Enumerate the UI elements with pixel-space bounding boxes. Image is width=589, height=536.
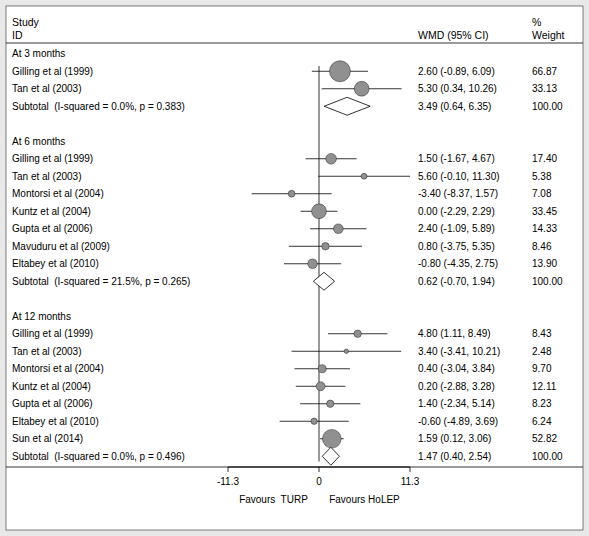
- group-label: At 3 months: [12, 48, 65, 59]
- weight-text: 100.00: [532, 451, 563, 462]
- x-label-left: Favours TURP: [239, 494, 308, 505]
- x-label-right: Favours HoLEP: [329, 494, 400, 505]
- study-name: Tan et al (2003): [12, 171, 82, 182]
- x-tick: [319, 467, 320, 472]
- group-label: At 12 months: [12, 311, 71, 322]
- subtotal-diamond: [322, 447, 339, 465]
- wmd-text: 0.62 (-0.70, 1.94): [418, 276, 495, 287]
- weight-text: 33.13: [532, 83, 557, 94]
- weight-text: 33.45: [532, 206, 557, 217]
- study-name: Eltabey et al (2010): [12, 416, 99, 427]
- subtotal-label: Subtotal (I-squared = 0.0%, p = 0.496): [12, 451, 185, 462]
- weight-text: 8.23: [532, 398, 552, 409]
- study-name: Sun et al (2014): [12, 433, 83, 444]
- weight-text: 7.08: [532, 188, 552, 199]
- weight-text: 12.11: [532, 381, 557, 392]
- x-tick: [410, 467, 411, 472]
- wmd-text: -0.60 (-4.89, 3.69): [418, 416, 498, 427]
- weight-text: 100.00: [532, 276, 563, 287]
- study-name: Gilling et al (1999): [12, 66, 93, 77]
- wmd-text: 1.50 (-1.67, 4.67): [418, 153, 495, 164]
- study-dot: [329, 61, 350, 82]
- wmd-text: 2.60 (-0.89, 6.09): [418, 66, 495, 77]
- weight-text: 100.00: [532, 101, 563, 112]
- study-dot: [326, 153, 337, 164]
- wmd-text: -3.40 (-8.37, 1.57): [418, 188, 498, 199]
- study-dot: [333, 224, 343, 234]
- weight-text: 5.38: [532, 171, 552, 182]
- study-name: Montorsi et al (2004): [12, 188, 104, 199]
- wmd-text: 2.40 (-1.09, 5.89): [418, 223, 495, 234]
- top-rule: [6, 43, 583, 44]
- wmd-text: 0.00 (-2.29, 2.29): [418, 206, 495, 217]
- subtotal-diamond: [313, 272, 334, 290]
- wmd-text: 3.49 (0.64, 6.35): [418, 101, 491, 112]
- study-name: Tan et al (2003): [12, 83, 82, 94]
- header-study: Study: [12, 16, 40, 28]
- wmd-text: 4.80 (1.11, 8.49): [418, 328, 491, 339]
- study-dot: [361, 173, 367, 179]
- study-name: Tan et al (2003): [12, 346, 82, 357]
- wmd-text: 5.60 (-0.10, 11.30): [418, 171, 500, 182]
- bottom-rule: [6, 467, 583, 468]
- forest-plot: StudyID% WMD (95% CI) Weight At 3 months Gil…: [0, 0, 589, 536]
- header-weight: Weight: [532, 29, 565, 41]
- header-id: ID: [12, 29, 23, 41]
- group-label: At 6 months: [12, 136, 65, 147]
- subtotal-label: Subtotal (I-squared = 21.5%, p = 0.265): [12, 276, 190, 287]
- study-dot: [322, 429, 341, 448]
- weight-text: 6.24: [532, 416, 552, 427]
- header-percent: %: [532, 16, 541, 28]
- study-dot: [308, 259, 318, 269]
- wmd-text: 1.59 (0.12, 3.06): [418, 433, 491, 444]
- weight-text: 17.40: [532, 153, 557, 164]
- study-dot: [312, 204, 327, 219]
- x-tick-label: 0: [316, 476, 322, 487]
- study-name: Kuntz et al (2004): [12, 381, 91, 392]
- header-wmd: WMD (95% CI): [418, 29, 489, 41]
- study-dot: [354, 330, 361, 337]
- x-tick: [228, 467, 229, 472]
- x-tick-label: 11.3: [401, 476, 420, 487]
- study-dot: [354, 81, 369, 96]
- study-name: Gupta et al (2006): [12, 223, 93, 234]
- x-tick-label: -11.3: [217, 476, 239, 487]
- study-name: Gupta et al (2006): [12, 398, 93, 409]
- study-name: Eltabey et al (2010): [12, 258, 99, 269]
- weight-text: 8.43: [532, 328, 552, 339]
- study-dot: [318, 365, 326, 373]
- wmd-text: 0.80 (-3.75, 5.35): [418, 241, 495, 252]
- weight-text: 52.82: [532, 433, 557, 444]
- study-dot: [327, 400, 334, 407]
- wmd-text: 0.40 (-3.04, 3.84): [418, 363, 495, 374]
- wmd-text: 3.40 (-3.41, 10.21): [418, 346, 500, 357]
- study-name: Mavuduru et al (2009): [12, 241, 110, 252]
- weight-text: 14.33: [532, 223, 557, 234]
- weight-text: 13.90: [532, 258, 557, 269]
- panel: [6, 6, 583, 530]
- subtotal-label: Subtotal (I-squared = 0.0%, p = 0.383): [12, 101, 185, 112]
- wmd-text: 1.40 (-2.34, 5.14): [418, 398, 495, 409]
- study-dot: [311, 418, 317, 424]
- study-dot: [316, 382, 325, 391]
- subtotal-diamond: [324, 97, 370, 115]
- study-name: Kuntz et al (2004): [12, 206, 91, 217]
- study-dot: [344, 349, 348, 353]
- weight-text: 2.48: [532, 346, 552, 357]
- study-name: Gilling et al (1999): [12, 328, 93, 339]
- weight-text: 66.87: [532, 66, 557, 77]
- study-name: Gilling et al (1999): [12, 153, 93, 164]
- study-name: Montorsi et al (2004): [12, 363, 104, 374]
- wmd-text: 0.20 (-2.88, 3.28): [418, 381, 495, 392]
- weight-text: 9.70: [532, 363, 552, 374]
- wmd-text: 5.30 (0.34, 10.26): [418, 83, 497, 94]
- study-dot: [288, 190, 295, 197]
- study-dot: [322, 243, 329, 250]
- weight-text: 8.46: [532, 241, 552, 252]
- marks: [252, 61, 410, 465]
- wmd-text: 1.47 (0.40, 2.54): [418, 451, 491, 462]
- wmd-text: -0.80 (-4.35, 2.75): [418, 258, 498, 269]
